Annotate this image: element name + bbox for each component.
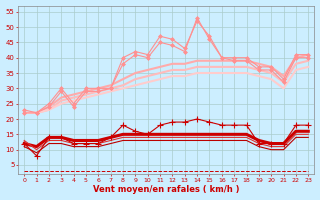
X-axis label: Vent moyen/en rafales ( km/h ): Vent moyen/en rafales ( km/h ) (93, 185, 239, 194)
